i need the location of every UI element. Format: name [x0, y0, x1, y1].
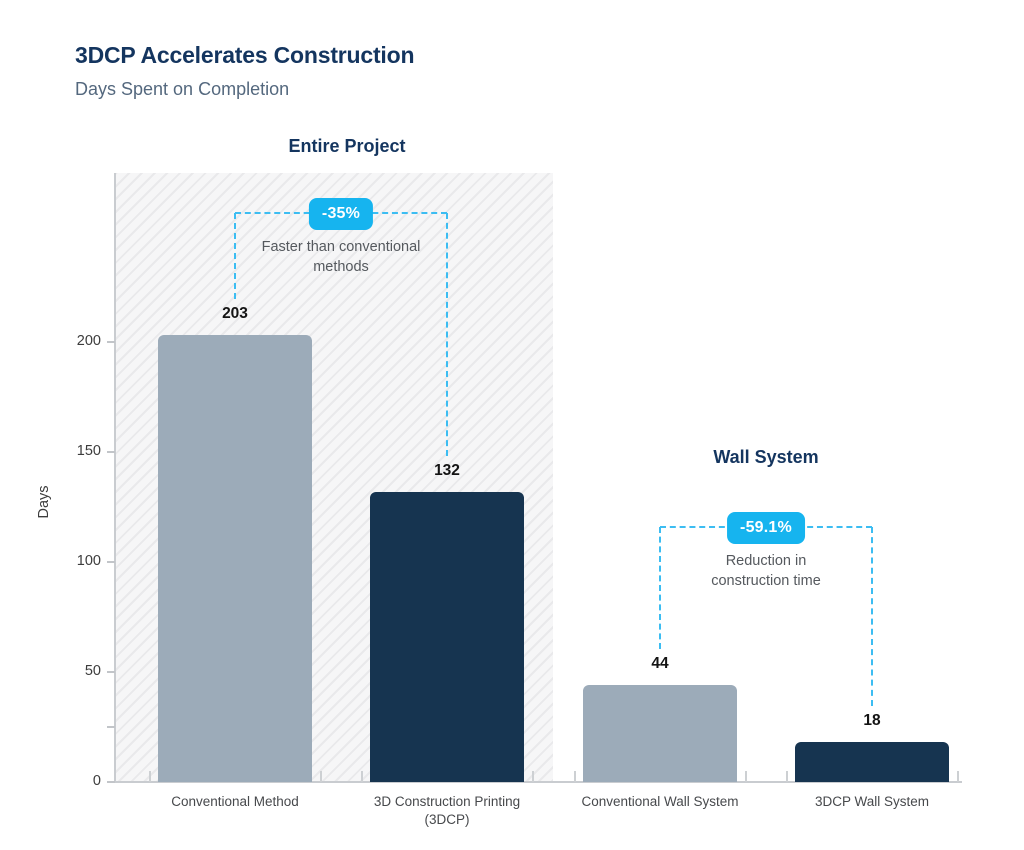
x-boundary-tick-right-3d-construction-printing-3dcp [532, 771, 534, 782]
y-tick-0 [107, 781, 115, 783]
annotation-caption-entire-project: Faster than conventional methods [261, 239, 421, 276]
y-tick-label-0: 0 [92, 773, 101, 789]
group-title-wall-system: Wall System [713, 447, 819, 467]
chart-subtitle: Days Spent on Completion [75, 79, 290, 99]
bracket-left-line-wall-system [659, 527, 661, 649]
bracket-right-line-wall-system [871, 527, 873, 706]
y-tick-150 [107, 451, 115, 453]
y-tick-label-100: 100 [76, 553, 101, 569]
y-tick-200 [107, 341, 115, 343]
x-tick-label-conventional-wall-system: Conventional Wall System [581, 794, 739, 809]
x-boundary-tick-left-3dcp-wall-system [786, 771, 788, 782]
bracket-left-line-entire-project [234, 213, 236, 299]
x-boundary-tick-left-conventional-wall-system [574, 771, 576, 782]
value-label-conventional-method: 203 [222, 305, 248, 322]
bar-conventional-method [158, 335, 312, 782]
x-tick-label-conventional-method: Conventional Method [171, 794, 299, 809]
y-axis-title: Days [36, 485, 52, 519]
y-tick-100 [107, 561, 115, 563]
x-boundary-tick-right-conventional-method [320, 771, 322, 782]
y-tick-label-50: 50 [84, 663, 101, 679]
bracket-right-line-entire-project [446, 213, 448, 456]
value-label-3dcp-wall-system: 18 [863, 712, 881, 729]
x-tick-label-3dcp-wall-system: 3DCP Wall System [814, 794, 930, 809]
y-axis-line [114, 173, 116, 782]
x-boundary-tick-right-conventional-wall-system [745, 771, 747, 782]
chart-title: 3DCP Accelerates Construction [75, 42, 415, 68]
value-label-3d-construction-printing-3dcp: 132 [434, 462, 460, 479]
y-minor-tick-25 [107, 726, 115, 728]
x-boundary-tick-left-3d-construction-printing-3dcp [361, 771, 363, 782]
x-boundary-tick-left-conventional-method [149, 771, 151, 782]
reduction-badge-entire-project: -35% [308, 198, 374, 230]
bar-conventional-wall-system [583, 685, 737, 782]
x-boundary-tick-right-3dcp-wall-system [957, 771, 959, 782]
bar-3dcp-wall-system [795, 742, 949, 782]
y-tick-label-150: 150 [76, 443, 101, 459]
y-tick-50 [107, 671, 115, 673]
x-axis-line [107, 781, 962, 783]
x-tick-label-3d-construction-printing-3dcp: 3D Construction Printing (3DCP) [373, 794, 521, 828]
annotation-caption-wall-system: Reduction in construction time [711, 553, 821, 590]
bar-3d-construction-printing-3dcp [370, 492, 524, 782]
y-tick-label-200: 200 [76, 333, 101, 349]
reduction-badge-wall-system: -59.1% [727, 512, 805, 544]
value-label-conventional-wall-system: 44 [651, 655, 669, 672]
group-title-entire-project: Entire Project [288, 136, 406, 156]
